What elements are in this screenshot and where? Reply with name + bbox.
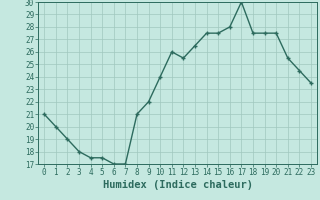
X-axis label: Humidex (Indice chaleur): Humidex (Indice chaleur) [103,180,252,190]
